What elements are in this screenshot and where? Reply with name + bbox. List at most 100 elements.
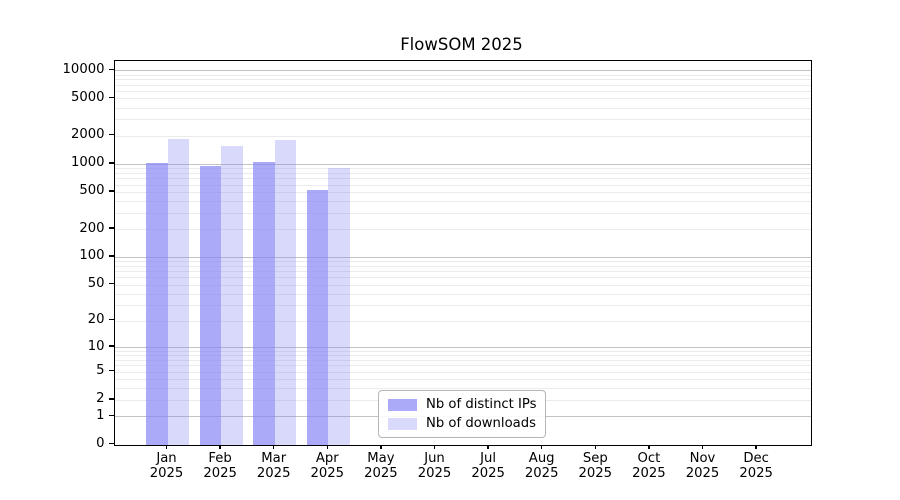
y-tick-mark: [108, 255, 114, 257]
x-tick-label: May 2025: [364, 450, 398, 482]
y-tick-mark: [108, 398, 114, 400]
gridline-minor: [114, 388, 811, 390]
y-tick-mark: [108, 227, 114, 229]
gridline-minor: [114, 229, 811, 231]
y-tick-mark: [108, 162, 114, 164]
x-tick-label: Mar 2025: [256, 450, 291, 482]
x-tick-label: Dec 2025: [739, 450, 773, 482]
y-tick-label: 500: [79, 183, 105, 199]
bar-downloads-apr: [328, 168, 350, 445]
plot-area: [113, 60, 812, 446]
y-tick-label: 2000: [70, 127, 105, 143]
bar-downloads-jan: [167, 139, 189, 445]
gridline-minor: [114, 271, 811, 273]
legend-swatch-downloads-icon: [388, 418, 417, 430]
bar-downloads-feb: [221, 145, 243, 445]
legend-swatch-distinct-ips-icon: [388, 399, 417, 411]
gridline-minor: [114, 360, 811, 362]
legend-label-distinct-ips: Nb of distinct IPs: [426, 397, 537, 412]
gridline-minor: [114, 172, 811, 174]
x-tick-mark: [273, 444, 275, 449]
chart-title: FlowSOM 2025: [400, 35, 523, 54]
x-tick-label: Jul 2025: [471, 450, 505, 482]
bar-downloads-mar: [274, 140, 297, 445]
gridline-minor: [114, 365, 811, 367]
x-tick-label: Oct 2025: [632, 450, 666, 482]
gridline-minor: [114, 79, 811, 81]
y-tick-label: 1000: [70, 155, 105, 171]
y-tick-mark: [108, 442, 114, 445]
gridline-minor: [114, 119, 811, 121]
y-tick-mark: [108, 190, 114, 192]
gridline-minor: [114, 84, 811, 86]
gridline-minor: [114, 200, 811, 202]
gridline-minor: [114, 320, 811, 322]
y-tick-label: 200: [79, 220, 105, 236]
bar-distinct-ips-jan: [146, 163, 168, 445]
gridline-minor: [114, 371, 811, 373]
y-tick-label: 10: [87, 338, 105, 354]
x-tick-label: Apr 2025: [310, 450, 345, 482]
gridline-minor: [114, 98, 811, 100]
legend: Nb of distinct IPs Nb of downloads: [378, 390, 546, 438]
y-tick-mark: [108, 283, 114, 285]
x-tick-mark: [594, 444, 596, 449]
x-tick-mark: [326, 444, 328, 449]
x-tick-mark: [701, 444, 704, 449]
y-tick-mark: [108, 96, 114, 99]
gridline-minor: [114, 168, 811, 170]
y-tick-mark: [108, 370, 114, 372]
gridline-minor: [114, 135, 811, 137]
gridline-minor: [114, 74, 811, 76]
x-tick-label: Feb 2025: [203, 450, 237, 482]
gridline-major: [114, 347, 811, 349]
gridline-minor: [114, 284, 811, 286]
x-tick-mark: [755, 444, 757, 449]
x-tick-mark: [165, 444, 168, 449]
y-tick-label: 100: [79, 248, 105, 264]
bar-distinct-ips-mar: [253, 162, 275, 445]
x-tick-label: Jun 2025: [417, 450, 452, 482]
x-tick-label: Jan 2025: [149, 450, 184, 482]
gridline-minor: [114, 379, 811, 381]
gridline-minor: [114, 293, 811, 295]
x-tick-label: Aug 2025: [524, 450, 559, 482]
x-tick-mark: [648, 444, 650, 449]
gridline-major: [114, 163, 811, 165]
x-tick-mark: [380, 444, 382, 449]
y-tick-mark: [108, 345, 114, 347]
bar-distinct-ips-apr: [306, 189, 329, 445]
y-tick-mark: [108, 68, 114, 70]
x-tick-mark: [541, 444, 543, 449]
gridline-minor: [114, 277, 811, 279]
gridline-minor: [114, 191, 811, 193]
gridline-minor: [114, 261, 811, 263]
y-tick-mark: [108, 319, 114, 321]
y-tick-mark: [108, 133, 114, 136]
y-tick-label: 1: [96, 407, 105, 423]
y-tick-mark: [108, 414, 114, 417]
y-tick-label: 10000: [62, 61, 105, 77]
x-tick-label: Nov 2025: [685, 450, 720, 482]
y-tick-label: 5000: [70, 89, 105, 105]
y-tick-label: 50: [87, 276, 105, 292]
gridline-minor: [114, 212, 811, 214]
legend-label-downloads: Nb of downloads: [426, 416, 536, 431]
y-tick-label: 0: [96, 436, 105, 451]
gridline-minor: [114, 304, 811, 306]
y-tick-label: 2: [96, 391, 105, 407]
gridline-minor: [114, 265, 811, 267]
gridline-minor: [114, 355, 811, 357]
gridline-major: [114, 70, 811, 72]
y-tick-label: 5: [96, 363, 105, 379]
gridline-minor: [114, 178, 811, 180]
x-tick-mark: [433, 444, 436, 449]
x-tick-label: Sep 2025: [578, 450, 613, 482]
legend-item-distinct-ips: Nb of distinct IPs: [388, 397, 537, 413]
legend-item-downloads: Nb of downloads: [388, 416, 536, 432]
bar-distinct-ips-feb: [199, 166, 222, 445]
gridline-minor: [114, 184, 811, 186]
gridline-minor: [114, 107, 811, 109]
x-tick-mark: [219, 444, 221, 449]
